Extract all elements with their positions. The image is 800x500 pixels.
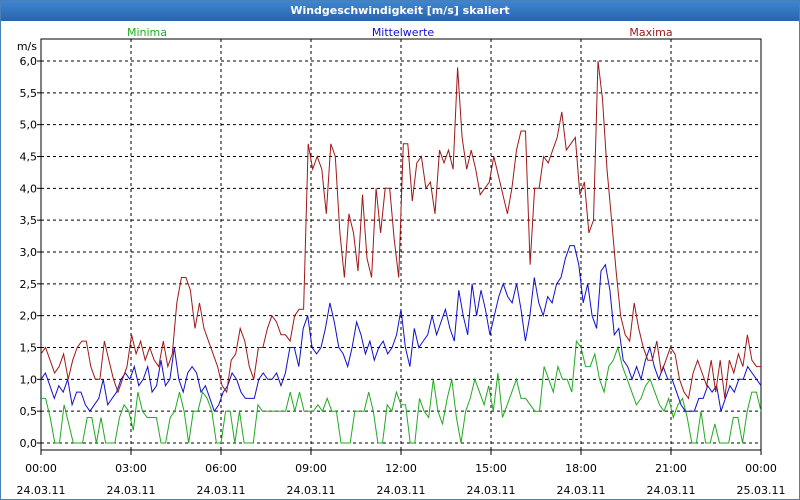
x-tick-date: 24.03.11 (557, 484, 606, 497)
series-maxima-line (40, 60, 761, 400)
x-tick-time: 06:00 (205, 462, 237, 475)
x-tick-time: 18:00 (565, 462, 597, 475)
x-tick-date: 24.03.11 (467, 484, 516, 497)
y-tick-label: 0,5 (20, 405, 38, 418)
y-tick-label: 2,0 (20, 310, 38, 323)
y-tick-label: 5,5 (20, 87, 38, 100)
x-tick-time: 09:00 (295, 462, 327, 475)
x-tick-time: 00:00 (745, 462, 777, 475)
legend-minima: Minima (127, 26, 167, 39)
x-tick-date: 24.03.11 (107, 484, 156, 497)
series-lines (40, 60, 762, 444)
y-tick-label: 3,5 (20, 214, 38, 227)
grid-lines (41, 39, 761, 450)
legend-mittelwerte: Mittelwerte (372, 26, 435, 39)
y-tick-label: 3,0 (20, 246, 38, 259)
x-tick-time: 12:00 (385, 462, 417, 475)
series-minima-line (41, 339, 762, 444)
x-tick-date: 24.03.11 (287, 484, 336, 497)
x-tick-date: 25.03.11 (737, 484, 786, 497)
x-axis: 00:00 24.03.11 03:00 24.03.11 06:00 24.03.11 0… (17, 450, 786, 497)
y-tick-label: 4,0 (20, 182, 38, 195)
y-axis: 0,0 0,5 1,0 1,5 2,0 2,5 3,0 3,5 4,0 4,5 5,0 5,5 6,0 m… (17, 40, 41, 450)
y-tick-label: 0,0 (20, 437, 38, 450)
y-tick-label: 5,0 (20, 119, 38, 132)
x-tick-time: 15:00 (475, 462, 507, 475)
y-axis-label: m/s (17, 40, 37, 53)
x-tick-date: 24.03.11 (197, 484, 246, 497)
y-tick-label: 6,0 (20, 55, 38, 68)
y-tick-label: 2,5 (20, 278, 38, 291)
x-tick-date: 24.03.11 (17, 484, 66, 497)
chart-canvas: 0,0 0,5 1,0 1,5 2,0 2,5 3,0 3,5 4,0 4,5 5,0 5,5 6,0 m… (17, 26, 786, 497)
x-tick-date: 24.03.11 (377, 484, 426, 497)
x-tick-time: 00:00 (25, 462, 57, 475)
y-tick-label: 1,0 (20, 373, 38, 386)
x-tick-time: 21:00 (655, 462, 687, 475)
y-tick-label: 1,5 (20, 342, 38, 355)
legend: Minima Mittelwerte Maxima (127, 26, 673, 39)
x-tick-date: 24.03.11 (647, 484, 696, 497)
series-mittelwerte-line (40, 245, 762, 413)
window-title: Windgeschwindigkeit [m/s] skaliert (1, 1, 799, 21)
y-tick-label: 4,5 (20, 151, 38, 164)
legend-maxima: Maxima (629, 26, 672, 39)
x-tick-time: 03:00 (115, 462, 147, 475)
